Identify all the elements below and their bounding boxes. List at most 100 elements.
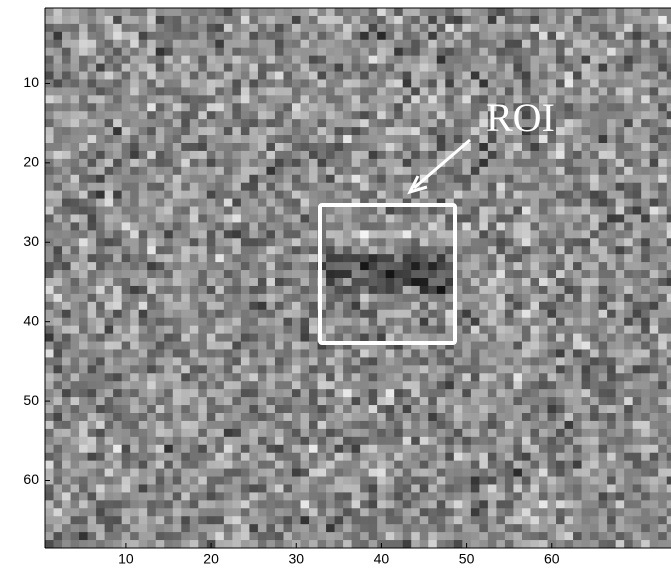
pixel — [419, 460, 429, 470]
pixel — [666, 79, 671, 88]
pixel — [343, 293, 353, 303]
pixel — [598, 278, 608, 287]
pixel — [334, 500, 344, 509]
pixel — [504, 71, 514, 80]
pixel — [326, 55, 336, 65]
pixel — [521, 365, 531, 374]
pixel — [87, 15, 97, 25]
pixel — [538, 460, 549, 470]
pixel — [462, 413, 472, 422]
pixel — [470, 246, 480, 255]
pixel — [121, 174, 131, 184]
pixel — [462, 158, 472, 168]
pixel — [79, 95, 89, 104]
pixel — [257, 95, 267, 104]
pixel — [615, 166, 625, 176]
pixel — [521, 285, 531, 295]
pixel — [189, 230, 199, 239]
pixel — [538, 87, 549, 96]
pixel — [564, 500, 574, 509]
pixel — [615, 206, 625, 215]
pixel — [641, 309, 651, 319]
pixel — [658, 460, 668, 470]
pixel — [377, 143, 387, 152]
pixel — [649, 206, 659, 215]
pixel — [632, 119, 642, 128]
pixel — [70, 254, 80, 263]
pixel — [521, 532, 531, 541]
pixel — [309, 119, 319, 128]
pixel — [121, 55, 131, 65]
pixel — [223, 206, 233, 215]
pixel — [249, 71, 259, 80]
pixel — [172, 135, 182, 144]
pixel — [632, 182, 642, 192]
pixel — [274, 127, 284, 136]
pixel — [70, 317, 80, 327]
pixel — [70, 309, 80, 319]
pixel — [436, 452, 446, 462]
pixel — [419, 357, 429, 366]
pixel — [351, 214, 361, 223]
pixel — [556, 301, 566, 311]
pixel — [419, 309, 429, 319]
pixel — [649, 87, 659, 96]
pixel — [624, 397, 634, 406]
pixel — [274, 95, 284, 104]
pixel — [104, 47, 114, 57]
pixel — [607, 150, 617, 160]
pixel — [445, 468, 455, 478]
pixel — [283, 317, 293, 327]
pixel — [215, 317, 225, 327]
pixel — [419, 63, 429, 73]
pixel — [309, 158, 319, 168]
pixel — [334, 150, 344, 160]
pixel — [147, 492, 157, 501]
pixel — [453, 198, 463, 208]
pixel — [87, 190, 97, 200]
pixel — [172, 317, 182, 327]
pixel — [615, 325, 625, 335]
pixel — [249, 222, 259, 231]
pixel — [428, 373, 438, 382]
pixel — [419, 31, 429, 41]
pixel — [113, 222, 123, 231]
pixel — [62, 166, 72, 176]
pixel — [189, 119, 199, 128]
pixel — [385, 317, 395, 327]
pixel — [513, 444, 523, 454]
pixel — [240, 198, 250, 208]
pixel — [462, 79, 472, 88]
pixel — [436, 79, 446, 88]
pixel — [113, 150, 123, 160]
pixel — [172, 540, 182, 549]
pixel — [521, 293, 531, 303]
pixel — [351, 524, 361, 533]
pixel — [513, 468, 523, 478]
pixel — [453, 15, 463, 25]
pixel — [394, 484, 404, 493]
pixel — [309, 262, 319, 271]
pixel — [632, 460, 642, 470]
pixel — [87, 31, 97, 41]
pixel — [215, 420, 225, 430]
pixel — [598, 79, 608, 88]
pixel — [232, 484, 242, 493]
pixel — [172, 278, 182, 287]
pixel — [198, 15, 208, 25]
pixel — [615, 460, 625, 470]
pixel — [53, 23, 63, 33]
pixel — [113, 198, 123, 208]
pixel — [436, 119, 446, 128]
pixel — [206, 516, 216, 525]
pixel — [79, 270, 89, 279]
pixel — [326, 8, 336, 17]
pixel — [130, 39, 140, 49]
pixel — [590, 468, 600, 478]
pixel — [436, 468, 446, 478]
pixel — [164, 270, 174, 279]
pixel — [658, 23, 668, 33]
pixel — [334, 230, 344, 239]
pixel — [223, 150, 233, 160]
pixel — [564, 532, 574, 541]
